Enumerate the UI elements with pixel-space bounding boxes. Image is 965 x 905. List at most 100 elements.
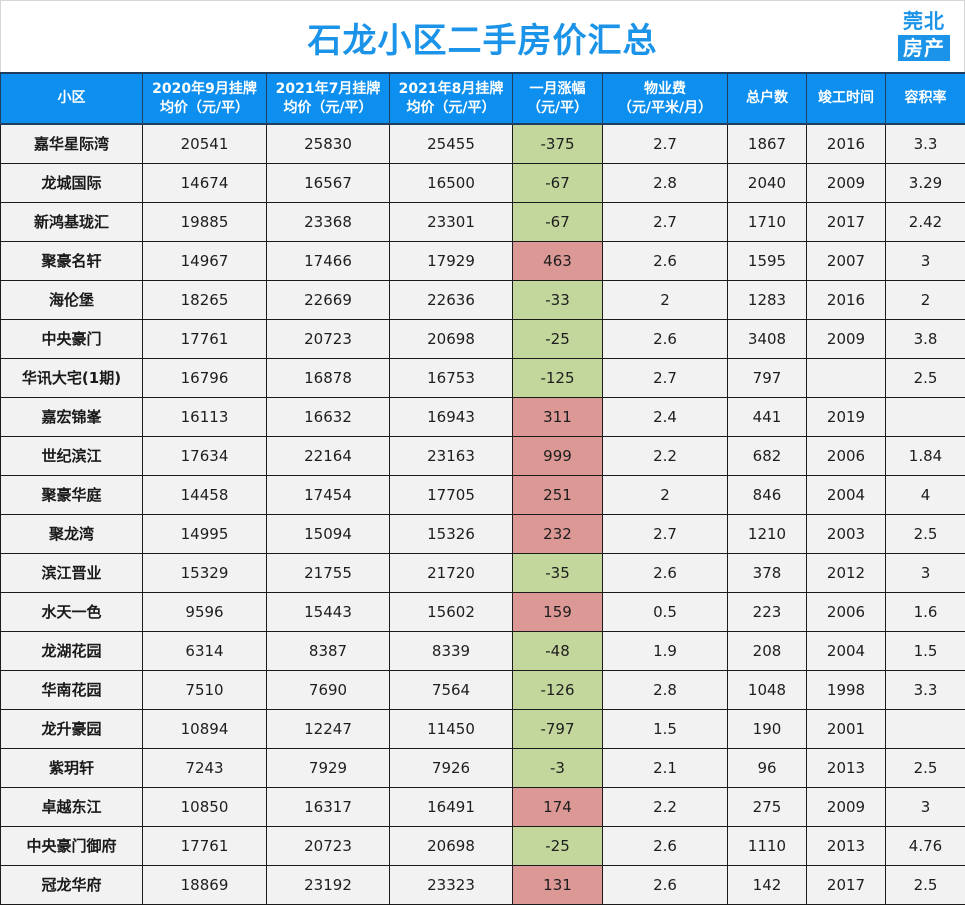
column-header-price-2021-07: 2021年7月挂牌均价（元/平）: [267, 73, 390, 124]
completion-year-cell: 2019: [807, 397, 886, 436]
floor-area-ratio-cell: 1.5: [886, 631, 965, 670]
completion-year-cell: 2009: [807, 787, 886, 826]
completion-year-cell: 2009: [807, 163, 886, 202]
price-2021-07-cell: 22669: [267, 280, 390, 319]
households-cell: 378: [728, 553, 807, 592]
column-header-price-2021-08: 2021年8月挂牌均价（元/平）: [390, 73, 513, 124]
monthly-change-cell: 463: [513, 241, 603, 280]
floor-area-ratio-cell: 3.3: [886, 670, 965, 709]
price-2021-08-cell: 23301: [390, 202, 513, 241]
property-fee-cell: 1.5: [603, 709, 728, 748]
monthly-change-cell: -797: [513, 709, 603, 748]
community-name-cell: 华南花园: [1, 670, 143, 709]
price-2020-09-cell: 17761: [143, 826, 267, 865]
price-2020-09-cell: 17634: [143, 436, 267, 475]
completion-year-cell: 2001: [807, 709, 886, 748]
community-name-cell: 龙升豪园: [1, 709, 143, 748]
property-fee-cell: 2.1: [603, 748, 728, 787]
monthly-change-cell: -67: [513, 163, 603, 202]
households-cell: 1283: [728, 280, 807, 319]
floor-area-ratio-cell: 4: [886, 475, 965, 514]
price-2020-09-cell: 14995: [143, 514, 267, 553]
community-name-cell: 紫玥轩: [1, 748, 143, 787]
price-2021-07-cell: 17466: [267, 241, 390, 280]
floor-area-ratio-cell: 3.3: [886, 124, 965, 163]
price-2021-07-cell: 16567: [267, 163, 390, 202]
community-name-cell: 聚豪名轩: [1, 241, 143, 280]
property-fee-cell: 2.6: [603, 826, 728, 865]
price-2021-07-cell: 20723: [267, 826, 390, 865]
completion-year-cell: 2016: [807, 280, 886, 319]
floor-area-ratio-cell: 3: [886, 241, 965, 280]
completion-year-cell: 2017: [807, 202, 886, 241]
price-2020-09-cell: 6314: [143, 631, 267, 670]
households-cell: 2040: [728, 163, 807, 202]
price-2021-08-cell: 16943: [390, 397, 513, 436]
price-2020-09-cell: 16796: [143, 358, 267, 397]
households-cell: 1710: [728, 202, 807, 241]
floor-area-ratio-cell: 2.5: [886, 865, 965, 904]
price-2020-09-cell: 18265: [143, 280, 267, 319]
property-fee-cell: 2.6: [603, 241, 728, 280]
property-fee-cell: 2.2: [603, 436, 728, 475]
property-fee-cell: 2.2: [603, 787, 728, 826]
price-2020-09-cell: 10894: [143, 709, 267, 748]
price-2021-07-cell: 15094: [267, 514, 390, 553]
community-name-cell: 聚豪华庭: [1, 475, 143, 514]
monthly-change-cell: -375: [513, 124, 603, 163]
price-2020-09-cell: 16113: [143, 397, 267, 436]
property-fee-cell: 2.7: [603, 514, 728, 553]
monthly-change-cell: -126: [513, 670, 603, 709]
price-2021-07-cell: 16878: [267, 358, 390, 397]
households-cell: 846: [728, 475, 807, 514]
column-header-completion-year: 竣工时间: [807, 73, 886, 124]
monthly-change-cell: 174: [513, 787, 603, 826]
price-2020-09-cell: 15329: [143, 553, 267, 592]
monthly-change-cell: 251: [513, 475, 603, 514]
price-2021-08-cell: 7564: [390, 670, 513, 709]
community-name-cell: 聚龙湾: [1, 514, 143, 553]
column-header-property-fee: 物业费（元/平米/月）: [603, 73, 728, 124]
price-2021-07-cell: 20723: [267, 319, 390, 358]
floor-area-ratio-cell: 1.84: [886, 436, 965, 475]
households-cell: 275: [728, 787, 807, 826]
property-fee-cell: 2.4: [603, 397, 728, 436]
community-name-cell: 海伦堡: [1, 280, 143, 319]
property-fee-cell: 2: [603, 280, 728, 319]
price-2021-07-cell: 12247: [267, 709, 390, 748]
households-cell: 223: [728, 592, 807, 631]
completion-year-cell: 2013: [807, 748, 886, 787]
community-name-cell: 嘉宏锦峯: [1, 397, 143, 436]
price-2020-09-cell: 20541: [143, 124, 267, 163]
households-cell: 441: [728, 397, 807, 436]
floor-area-ratio-cell: 3.29: [886, 163, 965, 202]
page-title: 石龙小区二手房价汇总: [1, 13, 964, 62]
property-fee-cell: 2.7: [603, 358, 728, 397]
floor-area-ratio-cell: 3.8: [886, 319, 965, 358]
monthly-change-cell: 232: [513, 514, 603, 553]
price-2021-08-cell: 17705: [390, 475, 513, 514]
households-cell: 96: [728, 748, 807, 787]
column-header-price-2020-09: 2020年9月挂牌均价（元/平）: [143, 73, 267, 124]
property-fee-cell: 2.8: [603, 670, 728, 709]
brand-logo: 莞北 房产: [898, 9, 950, 61]
community-name-cell: 世纪滨江: [1, 436, 143, 475]
price-2021-08-cell: 25455: [390, 124, 513, 163]
monthly-change-cell: -67: [513, 202, 603, 241]
price-2020-09-cell: 17761: [143, 319, 267, 358]
price-2021-08-cell: 22636: [390, 280, 513, 319]
